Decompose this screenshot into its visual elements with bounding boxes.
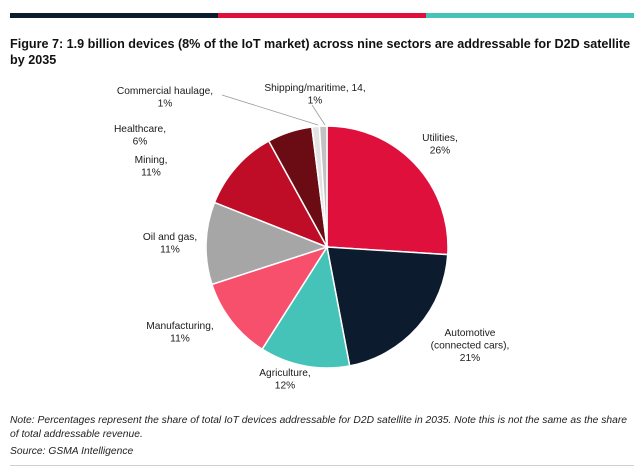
data-label-mining: Mining, 11% xyxy=(135,155,168,179)
pie-chart: Utilities, 26% Automotive (connected cars),… xyxy=(114,83,510,392)
top-bar-segment-teal xyxy=(426,13,634,18)
data-label-automotive-connected-cars: Automotive (connected cars), 21% xyxy=(431,328,510,364)
data-label-shipping-maritime: Shipping/maritime, 14, 1% xyxy=(264,83,365,107)
pie-slice-automotive-connected-cars xyxy=(326,246,449,367)
chart-note: Note: Percentages represent the share of… xyxy=(10,415,628,440)
leader-line xyxy=(221,94,319,126)
leader-line xyxy=(311,104,326,126)
data-label-commercial-haulage: Commercial haulage, 1% xyxy=(117,86,213,110)
top-color-bar xyxy=(10,13,634,18)
pie-slice-utilities xyxy=(326,125,449,256)
pie-slice-mining xyxy=(213,139,329,249)
chart-source: Source: GSMA Intelligence xyxy=(10,446,134,457)
top-bar-segment-navy xyxy=(10,13,218,18)
pie-slice-shipping-maritime xyxy=(318,125,328,248)
pie-slice-agriculture xyxy=(261,244,351,369)
pie-slice-oil-and-gas xyxy=(205,201,330,286)
data-label-oil-and-gas: Oil and gas, 11% xyxy=(143,232,197,256)
data-label-agriculture: Agriculture, 12% xyxy=(259,368,311,392)
data-label-utilities: Utilities, 26% xyxy=(422,133,458,157)
data-label-healthcare: Healthcare, 6% xyxy=(114,124,166,148)
data-label-manufacturing: Manufacturing, 11% xyxy=(146,321,213,345)
top-bar-segment-red xyxy=(218,13,426,18)
figure-title: Figure 7: 1.9 billion devices (8% of the… xyxy=(10,37,631,67)
bottom-divider xyxy=(10,465,634,466)
pie-slice-manufacturing xyxy=(210,245,329,351)
